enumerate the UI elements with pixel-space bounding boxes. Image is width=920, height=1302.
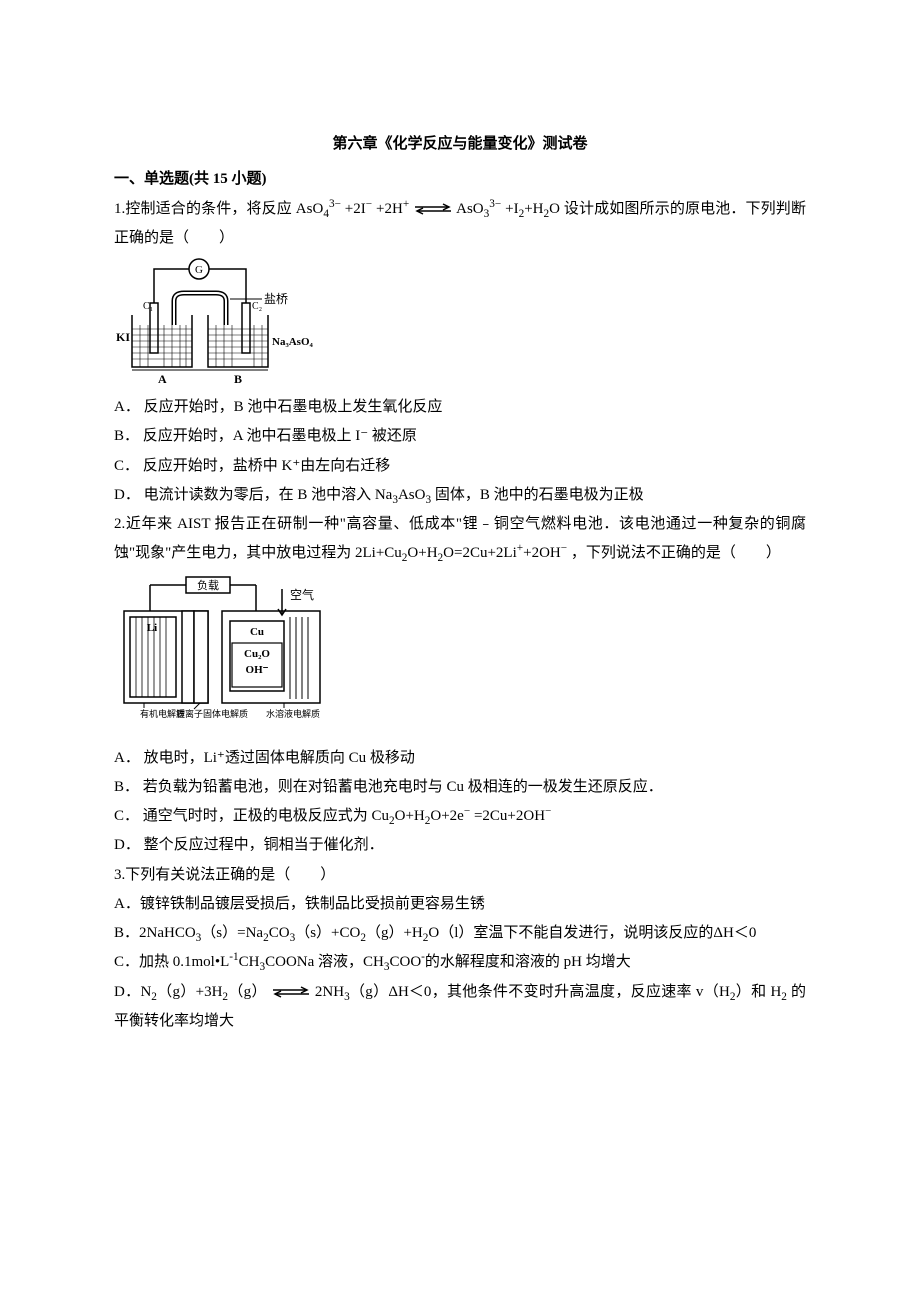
- text: O=2Cu+2Li: [443, 545, 517, 561]
- q1-option-a: A． 反应开始时，B 池中石墨电极上发生氧化反应: [114, 393, 806, 422]
- exam-page: 第六章《化学反应与能量变化》测试卷 一、单选题(共 15 小题) 1.控制适合的…: [0, 0, 920, 1302]
- q1-stem: 1.控制适合的条件，将反应 AsO43− +2I− +2H+ AsO33− +I…: [114, 195, 806, 254]
- equilibrium-arrow-icon: [271, 986, 311, 998]
- text: O+2e: [430, 808, 463, 824]
- beaker-b-label: B: [234, 372, 242, 386]
- q2-option-b: B． 若负载为铅蓄电池，则在对铅蓄电池充电时与 Cu 极相连的一极发生还原反应．: [114, 773, 806, 802]
- text: CO: [269, 925, 290, 941]
- text: AsO: [456, 201, 484, 217]
- text: ，下列说法不正确的是（ ）: [567, 545, 781, 561]
- sup: −: [545, 805, 551, 817]
- text: O（l）室温下不能自发进行，说明该反应的ΔH＜0: [428, 925, 756, 941]
- text: COO: [389, 954, 421, 970]
- text: （g）+H: [366, 925, 423, 941]
- sup: 3−: [489, 198, 501, 210]
- q2-figure: 负载 空气 Li Cu Cu₂O OH⁻: [114, 573, 334, 738]
- text: CH: [239, 954, 260, 970]
- q2-option-d: D． 整个反应过程中，铜相当于催化剂．: [114, 831, 806, 860]
- q2-option-c: C． 通空气时时，正极的电极反应式为 Cu2O+H2O+2e− =2Cu+2OH…: [114, 802, 806, 831]
- text: +H: [524, 201, 543, 217]
- text: O+H: [395, 808, 425, 824]
- oh-label: OH⁻: [246, 664, 269, 676]
- section-heading: 一、单选题(共 15 小题): [114, 165, 806, 194]
- text: （g）ΔH＜0，其他条件不变时升高温度，反应速率 v（H: [350, 984, 730, 1000]
- load-label: 负载: [197, 578, 219, 592]
- sup: 3−: [329, 198, 341, 210]
- text: =2Cu+2OH: [470, 808, 545, 824]
- text: C． 通空气时时，正极的电极反应式为 Cu: [114, 808, 389, 824]
- cu-label: Cu: [250, 626, 264, 638]
- text: B．2NaHCO: [114, 925, 196, 941]
- beaker-a-label: A: [158, 372, 167, 386]
- electrode-label-c1: C₁: [143, 301, 153, 312]
- cu2o-label: Cu₂O: [244, 648, 270, 660]
- text: +2I: [341, 201, 366, 217]
- sup: -1: [229, 951, 238, 963]
- text: （g）: [228, 984, 267, 1000]
- text: +2H: [372, 201, 403, 217]
- q3-option-c: C．加热 0.1mol•L-1CH3COONa 溶液，CH3COO-的水解程度和…: [114, 948, 806, 977]
- text: 固体，B 池中的石墨电极为正极: [431, 487, 644, 503]
- text: 1.控制适合的条件，将反应 AsO: [114, 201, 323, 217]
- equilibrium-arrow-icon: [413, 203, 453, 215]
- text: ）和 H: [735, 984, 781, 1000]
- q1-option-c: C． 反应开始时，盐桥中 K⁺由左向右迁移: [114, 452, 806, 481]
- q3-stem: 3.下列有关说法正确的是（ ）: [114, 861, 806, 890]
- text: +2OH: [523, 545, 561, 561]
- q1-figure: G C₁ C₂ 盐桥 KI Na₃AsO₄: [114, 257, 324, 387]
- solid-electrolyte-label: 锂离子固体电解质: [176, 708, 248, 719]
- q1-option-d: D． 电流计读数为零后，在 B 池中溶入 Na3AsO3 固体，B 池中的石墨电…: [114, 481, 806, 510]
- naaso4-label: Na₃AsO₄: [272, 336, 314, 348]
- text: （g）+3H: [157, 984, 223, 1000]
- text: （s）+CO: [295, 925, 360, 941]
- text: D．N: [114, 984, 151, 1000]
- text: COONa 溶液，CH: [265, 954, 384, 970]
- text: （s）=Na: [201, 925, 263, 941]
- q2-option-a: A． 放电时，Li⁺透过固体电解质向 Cu 极移动: [114, 744, 806, 773]
- electrode-label-c2: C₂: [252, 301, 262, 312]
- q3-option-b: B．2NaHCO3（s）=Na2CO3（s）+CO2（g）+H2O（l）室温下不…: [114, 919, 806, 948]
- text: 的水解程度和溶液的 pH 均增大: [425, 954, 631, 970]
- text: +I: [501, 201, 518, 217]
- q3-option-d: D．N2（g）+3H2（g） 2NH3（g）ΔH＜0，其他条件不变时升高温度，反…: [114, 978, 806, 1037]
- li-label: Li: [147, 622, 157, 634]
- text: O+H: [407, 545, 437, 561]
- text: AsO: [398, 487, 426, 503]
- text: 2NH: [315, 984, 344, 1000]
- salt-bridge-label: 盐桥: [264, 292, 288, 306]
- q1-option-b: B． 反应开始时，A 池中石墨电极上 I⁻ 被还原: [114, 422, 806, 451]
- ki-label: KI: [116, 330, 130, 344]
- galvanometer-label: G: [195, 264, 203, 276]
- aqueous-electrolyte-label: 水溶液电解质: [266, 708, 320, 719]
- page-title: 第六章《化学反应与能量变化》测试卷: [114, 130, 806, 159]
- q2-stem: 2.近年来 AIST 报告正在研制一种"高容量、低成本"锂﹣铜空气燃料电池．该电…: [114, 510, 806, 569]
- air-label: 空气: [290, 587, 314, 602]
- text: C．加热 0.1mol•L: [114, 954, 229, 970]
- sup: +: [403, 198, 409, 210]
- q3-option-a: A．镀锌铁制品镀层受损后，铁制品比受损前更容易生锈: [114, 890, 806, 919]
- text: D． 电流计读数为零后，在 B 池中溶入 Na: [114, 487, 392, 503]
